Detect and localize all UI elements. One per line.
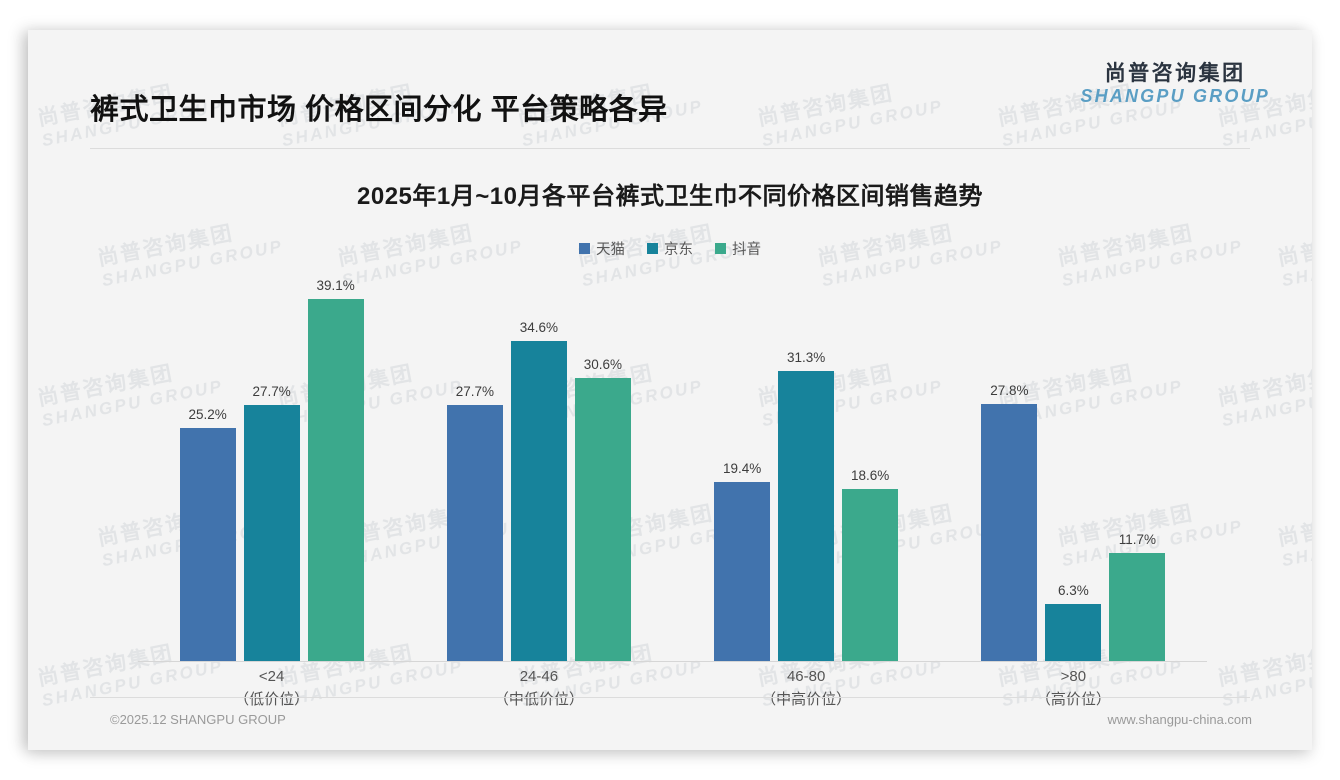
- category-range-label: 46-80: [786, 668, 826, 685]
- bar-slot: 19.4%: [714, 272, 771, 662]
- brand-logo: 尚普咨询集团 SHANGPU GROUP: [1080, 62, 1270, 107]
- bar-value-label: 6.3%: [1057, 582, 1089, 598]
- category-range-label: >80: [1060, 668, 1087, 685]
- legend-swatch-icon: [579, 243, 590, 254]
- bar-抖音-<24[interactable]: 39.1%: [307, 278, 364, 662]
- bar-天猫-<24[interactable]: 25.2%: [179, 407, 236, 662]
- bar-slot: 34.6%: [510, 272, 567, 662]
- bar-抖音-24-46[interactable]: 30.6%: [574, 357, 631, 662]
- bar-value-label: 27.7%: [455, 383, 495, 399]
- x-axis-category: <24 （低价位）: [138, 666, 405, 711]
- bar-value-label: 30.6%: [583, 356, 623, 372]
- category-tier-label: （中低价位）: [493, 690, 584, 708]
- legend-swatch-icon: [715, 243, 726, 254]
- category-tier-label: （中高价位）: [761, 690, 852, 708]
- x-axis-category: 24-46 （中低价位）: [405, 666, 672, 711]
- bar-抖音->80[interactable]: 11.7%: [1109, 532, 1166, 662]
- chart-plot-area: 25.2% 27.7% 39.1% 27.7% 34.6% 30.6% 19.4% 31.3%…: [138, 272, 1207, 662]
- bar-天猫-24-46[interactable]: 27.7%: [446, 384, 503, 662]
- category-range-label: 24-46: [519, 668, 559, 685]
- bar-抖音-46-80[interactable]: 18.6%: [842, 468, 899, 662]
- bar-value-label: 27.8%: [990, 382, 1029, 398]
- footer-copyright: ©2025.12 SHANGPU GROUP: [110, 712, 286, 727]
- bar-value-label: 27.7%: [252, 383, 291, 399]
- bar-groups: 25.2% 27.7% 39.1% 27.7% 34.6% 30.6% 19.4% 31.3%…: [138, 272, 1207, 662]
- legend-label: 抖音: [732, 242, 761, 258]
- slide-header: 裤式卫生巾市场 价格区间分化 平台策略各异 尚普咨询集团 SHANGPU GRO…: [28, 30, 1312, 126]
- brand-logo-cn: 尚普咨询集团: [1104, 62, 1246, 85]
- bar-slot: 27.7%: [446, 272, 503, 662]
- legend-item-天猫[interactable]: 天猫: [579, 238, 625, 259]
- page-title: 裤式卫生巾市场 价格区间分化 平台策略各异: [90, 94, 668, 126]
- footer-divider: [90, 697, 1250, 698]
- chart-legend: 天猫 京东 抖音: [28, 238, 1312, 259]
- bar-slot: 6.3%: [1045, 272, 1102, 662]
- bar-slot: 11.7%: [1109, 272, 1166, 662]
- bar-value-label: 19.4%: [722, 460, 762, 476]
- bar-group: 27.8% 6.3% 11.7%: [940, 272, 1207, 662]
- bar-value-label: 11.7%: [1118, 532, 1157, 548]
- bar-slot: 31.3%: [778, 272, 835, 662]
- legend-label: 京东: [664, 242, 693, 258]
- bar-京东-46-80[interactable]: 31.3%: [778, 350, 835, 662]
- bar-value-label: 18.6%: [850, 468, 890, 484]
- category-tier-label: （高价位）: [1035, 690, 1111, 708]
- bar-slot: 39.1%: [307, 272, 364, 662]
- bar-value-label: 25.2%: [188, 407, 227, 422]
- bar-group: 19.4% 31.3% 18.6%: [673, 272, 940, 662]
- chart-container: 2025年1月~10月各平台裤式卫生巾不同价格区间销售趋势 天猫 京东 抖音 25.…: [28, 150, 1312, 708]
- bar-天猫-46-80[interactable]: 19.4%: [714, 461, 771, 662]
- bar-京东-24-46[interactable]: 34.6%: [510, 320, 567, 662]
- footer-website[interactable]: www.shangpu-china.com: [1107, 712, 1252, 727]
- bar-slot: 27.8%: [981, 272, 1038, 662]
- category-tier-label: （低价位）: [234, 690, 310, 708]
- x-axis-category-labels: <24 （低价位） 24-46 （中低价位） 46-80 （中高价位） >80 （高价位）: [138, 666, 1207, 711]
- category-range-label: <24: [258, 668, 285, 685]
- slide-card: 尚普咨询集团 SHANGPU GROUP 尚普咨询集团 SHANGPU GROUP 尚普…: [28, 30, 1312, 750]
- x-axis-line: [138, 661, 1207, 662]
- legend-label: 天猫: [596, 242, 625, 258]
- bar-slot: 18.6%: [842, 272, 899, 662]
- header-divider: [90, 148, 1250, 149]
- bar-group: 27.7% 34.6% 30.6%: [405, 272, 672, 662]
- bar-slot: 27.7%: [243, 272, 300, 662]
- legend-item-抖音[interactable]: 抖音: [715, 238, 761, 259]
- bar-group: 25.2% 27.7% 39.1%: [138, 272, 405, 662]
- bar-京东-<24[interactable]: 27.7%: [243, 384, 300, 662]
- bar-value-label: 31.3%: [786, 350, 826, 366]
- chart-title: 2025年1月~10月各平台裤式卫生巾不同价格区间销售趋势: [357, 183, 983, 210]
- bar-京东->80[interactable]: 6.3%: [1045, 583, 1102, 662]
- brand-logo-en: SHANGPU GROUP: [1080, 86, 1270, 107]
- x-axis-category: 46-80 （中高价位）: [673, 666, 940, 711]
- slide-footer: ©2025.12 SHANGPU GROUP www.shangpu-china…: [28, 698, 1312, 750]
- bar-slot: 25.2%: [179, 272, 236, 662]
- bar-value-label: 39.1%: [316, 277, 355, 293]
- legend-item-京东[interactable]: 京东: [647, 238, 693, 259]
- bar-value-label: 34.6%: [519, 319, 559, 335]
- legend-swatch-icon: [647, 243, 658, 254]
- x-axis-category: >80 （高价位）: [940, 666, 1207, 711]
- bar-slot: 30.6%: [574, 272, 631, 662]
- bar-天猫->80[interactable]: 27.8%: [981, 383, 1038, 662]
